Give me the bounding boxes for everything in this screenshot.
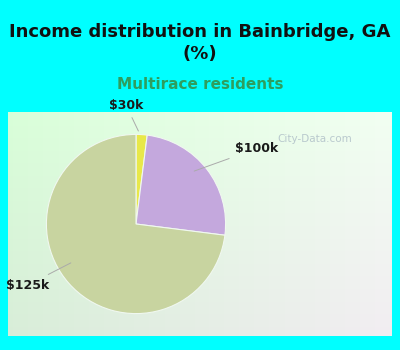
Text: $125k: $125k <box>6 263 71 292</box>
Text: Income distribution in Bainbridge, GA
(%): Income distribution in Bainbridge, GA (%… <box>9 23 391 63</box>
Text: Multirace residents: Multirace residents <box>117 77 283 92</box>
FancyBboxPatch shape <box>8 112 392 336</box>
Wedge shape <box>136 135 226 235</box>
Text: City-Data.com: City-Data.com <box>278 134 352 144</box>
Text: $100k: $100k <box>194 142 278 171</box>
Text: $30k: $30k <box>109 99 144 131</box>
Wedge shape <box>136 134 147 224</box>
Wedge shape <box>46 134 225 314</box>
